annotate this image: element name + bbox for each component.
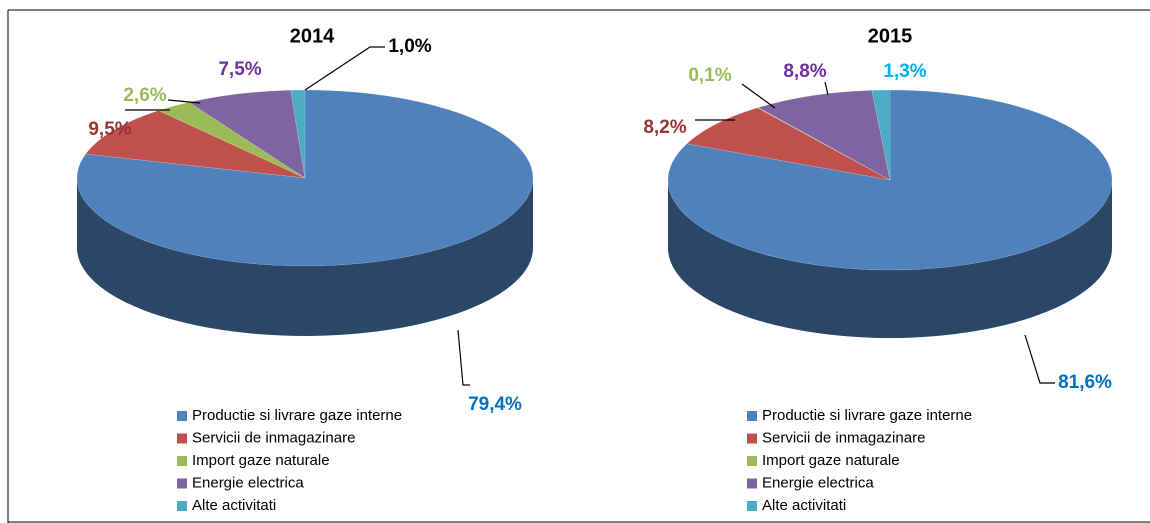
data-label: 2,6% — [123, 85, 166, 106]
data-label: 0,1% — [688, 65, 731, 86]
pie-side — [77, 178, 533, 336]
legend-swatch — [177, 456, 187, 466]
legend-label: Import gaze naturale — [192, 452, 330, 469]
legend-swatch — [177, 478, 187, 489]
pie-slice — [290, 89, 306, 179]
pie-slice — [76, 89, 534, 267]
legend-swatch — [747, 456, 757, 466]
leader-line — [741, 83, 776, 109]
pie-slice — [667, 89, 1113, 271]
legend-label: Servicii de inmagazinare — [192, 429, 355, 446]
data-label: 79,4% — [468, 394, 522, 415]
pie-slice — [85, 110, 306, 179]
legend-label: Energie electrica — [192, 474, 304, 491]
legend-swatch — [747, 411, 757, 421]
legend-label: Alte activitati — [192, 497, 276, 514]
legend-swatch — [177, 501, 187, 511]
pie-slice — [686, 107, 891, 181]
legend-label: Alte activitati — [762, 497, 846, 514]
legend-label: Productie si livrare gaze interne — [192, 407, 402, 424]
legend-swatch — [177, 433, 187, 444]
leader-line — [1024, 334, 1055, 384]
legend-swatch — [747, 433, 757, 444]
legend-label: Servicii de inmagazinare — [762, 429, 925, 446]
data-label: 1,0% — [388, 36, 431, 57]
data-label: 1,3% — [883, 61, 926, 82]
chart-title: 2015 — [868, 25, 913, 47]
legend-label: Productie si livrare gaze interne — [762, 407, 972, 424]
data-label: 7,5% — [218, 59, 261, 80]
data-label: 8,2% — [643, 117, 686, 138]
pie-slice — [871, 89, 891, 181]
pie-slice — [756, 107, 891, 181]
data-label: 8,8% — [783, 61, 826, 82]
chart-title: 2014 — [290, 25, 335, 47]
data-label: 81,6% — [1058, 372, 1112, 393]
data-label: 9,5% — [88, 119, 131, 140]
legend-label: Energie electrica — [762, 474, 874, 491]
pie-slice — [757, 90, 891, 181]
legend-swatch — [177, 411, 187, 421]
leader-line — [824, 81, 829, 96]
legend-swatch — [747, 478, 757, 489]
legend-label: Import gaze naturale — [762, 452, 900, 469]
pie-side — [668, 180, 1112, 338]
legend-swatch — [747, 501, 757, 511]
leader-line — [167, 99, 201, 104]
leader-line — [304, 46, 385, 91]
leader-line — [457, 329, 470, 386]
